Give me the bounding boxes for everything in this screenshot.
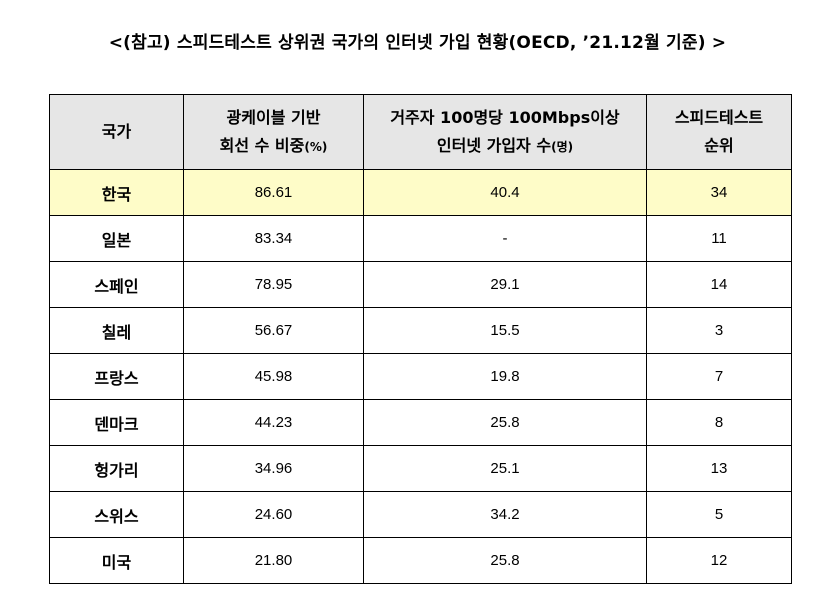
header-speedtest-rank: 스피드테스트 순위	[646, 94, 792, 170]
fiber-share-cell: 86.61	[183, 169, 364, 216]
country-cell: 스위스	[49, 491, 184, 538]
subscribers-cell: 15.5	[363, 307, 647, 354]
country-cell: 덴마크	[49, 399, 184, 446]
country-cell: 칠레	[49, 307, 184, 354]
fiber-share-cell: 24.60	[183, 491, 364, 538]
rank-cell: 12	[646, 537, 792, 584]
fiber-share-cell: 78.95	[183, 261, 364, 308]
country-cell: 일본	[49, 215, 184, 262]
table-row: 헝가리 34.96 25.1 13	[49, 445, 792, 492]
table-row: 덴마크 44.23 25.8 8	[49, 399, 792, 446]
subscribers-cell: 19.8	[363, 353, 647, 400]
table-row: 일본 83.34 - 11	[49, 215, 792, 262]
fiber-share-cell: 21.80	[183, 537, 364, 584]
table-row: 스위스 24.60 34.2 5	[49, 491, 792, 538]
table-row: 미국 21.80 25.8 12	[49, 537, 792, 584]
table-row: 한국 86.61 40.4 34	[49, 169, 792, 216]
rank-cell: 5	[646, 491, 792, 538]
country-cell: 프랑스	[49, 353, 184, 400]
fiber-share-cell: 83.34	[183, 215, 364, 262]
table-row: 스페인 78.95 29.1 14	[49, 261, 792, 308]
country-cell: 헝가리	[49, 445, 184, 492]
internet-subscription-table: 국가 광케이블 기반 회선 수 비중(%) 거주자 100명당 100Mbps이…	[49, 94, 792, 584]
rank-cell: 8	[646, 399, 792, 446]
rank-cell: 7	[646, 353, 792, 400]
header-subscribers: 거주자 100명당 100Mbps이상 인터넷 가입자 수(명)	[363, 94, 647, 170]
rank-cell: 14	[646, 261, 792, 308]
fiber-share-cell: 45.98	[183, 353, 364, 400]
header-fiber-share: 광케이블 기반 회선 수 비중(%)	[183, 94, 364, 170]
page-title: <(참고) 스피드테스트 상위권 국가의 인터넷 가입 현황(OECD, ’21…	[108, 33, 727, 53]
country-cell: 한국	[49, 169, 184, 216]
rank-cell: 3	[646, 307, 792, 354]
rank-cell: 11	[646, 215, 792, 262]
table-row: 프랑스 45.98 19.8 7	[49, 353, 792, 400]
subscribers-cell: -	[363, 215, 647, 262]
subscribers-cell: 25.8	[363, 399, 647, 446]
fiber-share-cell: 56.67	[183, 307, 364, 354]
table-row: 칠레 56.67 15.5 3	[49, 307, 792, 354]
country-cell: 스페인	[49, 261, 184, 308]
fiber-share-cell: 34.96	[183, 445, 364, 492]
rank-cell: 34	[646, 169, 792, 216]
country-cell: 미국	[49, 537, 184, 584]
subscribers-cell: 25.8	[363, 537, 647, 584]
header-country: 국가	[49, 94, 184, 170]
table-header-row: 국가 광케이블 기반 회선 수 비중(%) 거주자 100명당 100Mbps이…	[49, 94, 792, 170]
subscribers-cell: 29.1	[363, 261, 647, 308]
rank-cell: 13	[646, 445, 792, 492]
fiber-share-cell: 44.23	[183, 399, 364, 446]
subscribers-cell: 34.2	[363, 491, 647, 538]
subscribers-cell: 40.4	[363, 169, 647, 216]
subscribers-cell: 25.1	[363, 445, 647, 492]
